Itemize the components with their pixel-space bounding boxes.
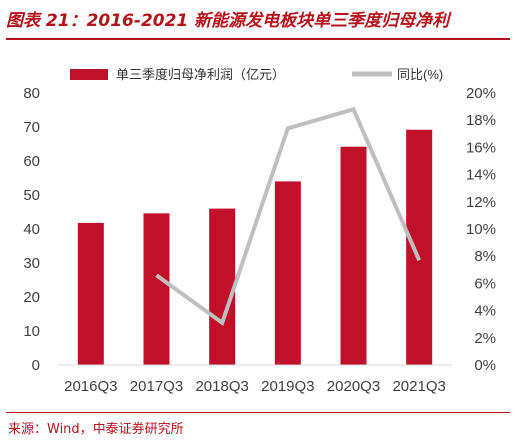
- left-tick-label: 50: [23, 187, 40, 204]
- footer-divider: [6, 412, 510, 413]
- left-tick-label: 60: [23, 153, 40, 170]
- right-tick-label: 2%: [474, 330, 496, 347]
- x-tick-label: 2019Q3: [261, 378, 314, 395]
- right-tick-label: 20%: [466, 85, 496, 102]
- bar-2020Q3: [340, 146, 367, 365]
- right-tick-label: 6%: [474, 275, 496, 292]
- bar-series: [77, 129, 433, 365]
- left-tick-label: 10: [23, 323, 40, 340]
- title-divider: [6, 38, 510, 40]
- legend: 单三季度归母净利润（亿元） 同比(%): [70, 67, 443, 82]
- x-tick-label: 2018Q3: [195, 378, 248, 395]
- right-tick-label: 0%: [474, 357, 496, 374]
- right-tick-label: 10%: [466, 221, 496, 238]
- left-tick-label: 80: [23, 85, 40, 102]
- bar-2019Q3: [274, 181, 301, 365]
- combo-chart: 单三季度归母净利润（亿元） 同比(%) 0 10 20 30 40 50 60 70 80 0%…: [23, 67, 496, 395]
- legend-label-line: 同比(%): [397, 67, 443, 82]
- bar-2018Q3: [209, 208, 236, 365]
- right-tick-label: 4%: [474, 303, 496, 320]
- x-tick-label: 2021Q3: [392, 378, 445, 395]
- chart-title: 图表 21：2016-2021 新能源发电板块单三季度归母净利: [6, 11, 450, 31]
- legend-swatch-bar: [70, 69, 108, 80]
- right-tick-label: 14%: [466, 167, 496, 184]
- right-tick-label: 12%: [466, 194, 496, 211]
- x-tick-label: 2020Q3: [327, 378, 380, 395]
- legend-label-bar: 单三季度归母净利润（亿元）: [116, 67, 285, 82]
- left-tick-label: 30: [23, 255, 40, 272]
- source-note: 来源：Wind，中泰证券研究所: [8, 422, 184, 437]
- left-tick-label: 20: [23, 289, 40, 306]
- left-tick-label: 70: [23, 119, 40, 136]
- left-tick-label: 40: [23, 221, 40, 238]
- bar-2016Q3: [77, 222, 104, 365]
- right-tick-label: 18%: [466, 112, 496, 129]
- right-tick-label: 8%: [474, 248, 496, 265]
- x-axis: 2016Q3 2017Q3 2018Q3 2019Q3 2020Q3 2021Q3: [64, 378, 446, 395]
- bar-2021Q3: [406, 129, 433, 365]
- left-axis: 0 10 20 30 40 50 60 70 80: [23, 85, 40, 374]
- bar-2017Q3: [143, 213, 170, 365]
- right-axis: 0% 2% 4% 6% 8% 10% 12% 14% 16% 18% 20%: [466, 85, 496, 374]
- x-tick-label: 2017Q3: [130, 378, 183, 395]
- x-tick-label: 2016Q3: [64, 378, 117, 395]
- yoy-line-series: [155, 106, 422, 327]
- right-tick-label: 16%: [466, 139, 496, 156]
- left-tick-label: 0: [32, 357, 40, 374]
